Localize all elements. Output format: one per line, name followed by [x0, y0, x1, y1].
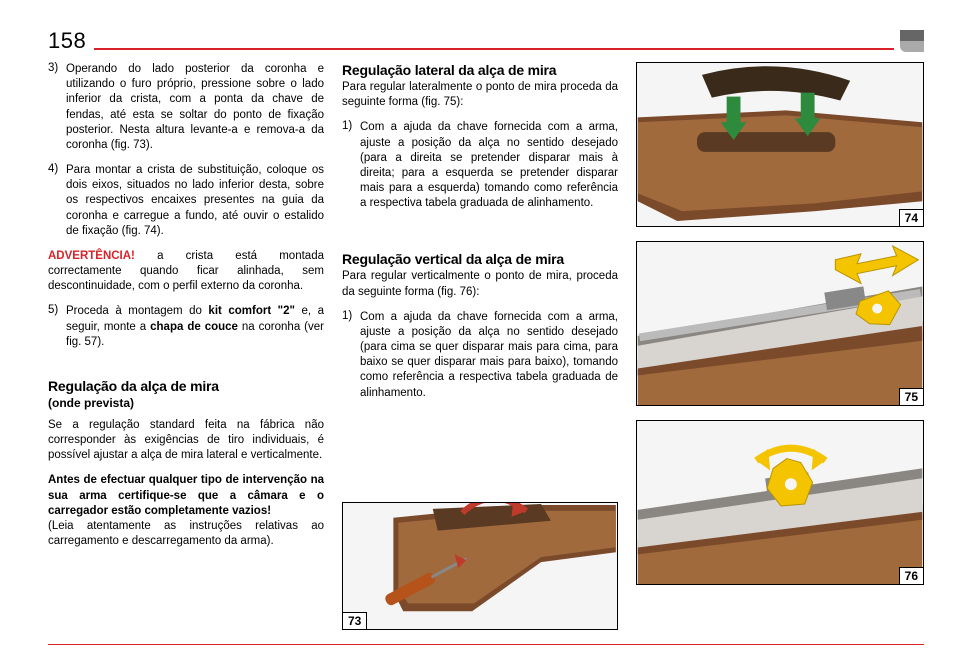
manual-page: 158 3) Operando do lado posterior da cor… [0, 0, 954, 659]
figure-75: 75 [636, 241, 924, 406]
txt-bold: kit comfort "2" [208, 305, 295, 317]
step-num: 5) [48, 304, 66, 350]
lateral-intro: Para regular lateralmente o ponto de mir… [342, 80, 618, 110]
fig-label-73: 73 [343, 612, 367, 629]
step-text: Proceda à montagem do kit comfort "2" e,… [66, 304, 324, 350]
column-1: 3) Operando do lado posterior da coronha… [48, 62, 324, 630]
step-num: 3) [48, 62, 66, 153]
page-number: 158 [48, 28, 86, 54]
step-text: Com a ajuda da chave fornecida com a arm… [360, 120, 618, 211]
page-header: 158 [48, 28, 924, 54]
step-5: 5) Proceda à montagem do kit comfort "2"… [48, 304, 324, 350]
sight-intro: Se a regulação standard feita na fábrica… [48, 418, 324, 464]
step-text: Operando do lado posterior da coronha e … [66, 62, 324, 153]
step-4: 4) Para montar a crista de substituição,… [48, 163, 324, 239]
step-text: Com a ajuda da chave fornecida com a arm… [360, 310, 618, 401]
fig-label-74: 74 [899, 209, 923, 226]
section-title-sight: Regulação da alça de mira [48, 378, 324, 394]
fig-label-76: 76 [899, 567, 923, 584]
safety-rest: (Leia atentamente as instruções relativa… [48, 520, 324, 547]
step-num: 1) [342, 310, 360, 401]
column-2: Regulação lateral da alça de mira Para r… [342, 62, 618, 630]
figure-73: 73 [342, 502, 618, 630]
step-3: 3) Operando do lado posterior da coronha… [48, 62, 324, 153]
section-title-vertical: Regulação vertical da alça de mira [342, 251, 618, 267]
brand-logo [900, 30, 924, 52]
step-text: Para montar a crista de substituição, co… [66, 163, 324, 239]
footer-rule [48, 644, 924, 646]
figure-76: 76 [636, 420, 924, 585]
fig73-illustration [343, 503, 617, 629]
safety-bold: Antes de efectuar qualquer tipo de inter… [48, 474, 324, 516]
figure-74: 74 [636, 62, 924, 227]
warning-label: ADVERTÊNCIA! [48, 250, 135, 262]
column-3-figures: 74 [636, 62, 924, 630]
fig74-illustration [637, 63, 923, 226]
fig76-illustration [637, 421, 923, 584]
txt-bold: chapa de couce [150, 321, 238, 333]
section-subtitle: (onde prevista) [48, 396, 324, 410]
vertical-intro: Para regular verticalmente o ponto de mi… [342, 269, 618, 299]
warning-paragraph: ADVERTÊNCIA! a crista está montada corre… [48, 249, 324, 295]
fig-label-75: 75 [899, 388, 923, 405]
step-num: 4) [48, 163, 66, 239]
content-columns: 3) Operando do lado posterior da coronha… [48, 62, 924, 630]
fig75-illustration [637, 242, 923, 405]
section-title-lateral: Regulação lateral da alça de mira [342, 62, 618, 78]
lateral-step-1: 1) Com a ajuda da chave fornecida com a … [342, 120, 618, 211]
vertical-step-1: 1) Com a ajuda da chave fornecida com a … [342, 310, 618, 401]
step-num: 1) [342, 120, 360, 211]
txt: Proceda à montagem do [66, 305, 208, 317]
header-rule [94, 48, 894, 50]
safety-warning: Antes de efectuar qualquer tipo de inter… [48, 473, 324, 549]
